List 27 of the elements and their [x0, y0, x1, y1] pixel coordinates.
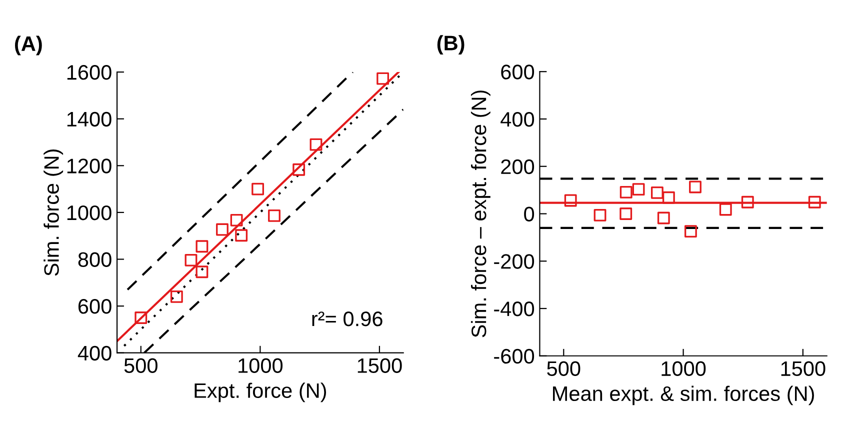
x-tick-label: 500	[124, 358, 158, 374]
y-tick-label: -200	[494, 254, 534, 269]
y-tick-label: 1400	[67, 112, 112, 127]
annotation: r²= 0.96	[312, 312, 382, 326]
x-axis-title: Expt. force (N)	[194, 382, 326, 402]
y-tick-label: 400	[500, 112, 534, 127]
y-tick-label: 1200	[67, 158, 112, 174]
y-axis-title: Sim. force (N)	[44, 149, 64, 276]
x-tick-label: 1500	[781, 361, 826, 376]
y-tick-label: 400	[78, 346, 112, 361]
x-axis-title: Mean expt. & sim. forces (N)	[553, 386, 814, 406]
y-tick-label: 1600	[67, 65, 112, 80]
chart-title: (A)	[15, 36, 42, 56]
y-axis-title: Sim. force – expt. force (N)	[470, 90, 490, 338]
x-tick-label: 1500	[358, 358, 402, 374]
x-tick-label: 1000	[238, 358, 283, 374]
x-tick-label: 1000	[662, 361, 706, 376]
y-tick-label: 800	[78, 252, 112, 267]
y-tick-label: 1000	[67, 205, 112, 220]
x-tick-label: 500	[547, 361, 580, 376]
y-tick-label: -400	[494, 302, 534, 316]
y-tick-label: 600	[501, 64, 534, 80]
y-tick-label: 600	[78, 299, 112, 314]
y-tick-label: 200	[501, 159, 534, 174]
chart-title: (B)	[437, 35, 464, 55]
y-tick-label: -600	[494, 348, 534, 364]
y-tick-label: 0	[524, 206, 534, 222]
